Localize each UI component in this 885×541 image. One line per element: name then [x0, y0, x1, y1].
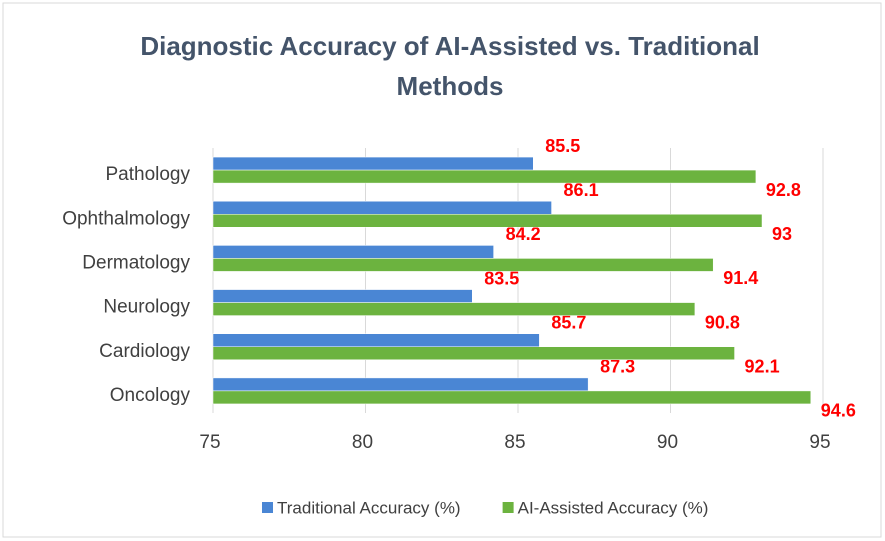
- bar: [212, 258, 714, 272]
- legend-label: Traditional Accuracy (%): [277, 498, 461, 517]
- x-tick-label: 90: [657, 432, 678, 453]
- value-label: 91.4: [723, 268, 758, 288]
- bar: [212, 201, 552, 215]
- value-label: 93: [772, 224, 792, 244]
- x-tick-label: 85: [504, 432, 525, 453]
- x-tick-label: 80: [352, 432, 373, 453]
- y-tick-label: Ophthalmology: [62, 208, 190, 229]
- bar: [212, 390, 812, 405]
- value-label: 94.6: [821, 401, 856, 421]
- y-tick-label: Dermatology: [82, 252, 190, 273]
- bar: [212, 214, 763, 228]
- y-tick-label: Cardiology: [99, 341, 190, 362]
- chart-title: Diagnostic Accuracy of AI-Assisted vs. T…: [140, 31, 759, 61]
- x-tick-label: 75: [199, 432, 220, 453]
- bar: [212, 289, 473, 303]
- value-label: 85.5: [545, 136, 580, 156]
- y-tick-label: Pathology: [105, 164, 190, 185]
- bar: [212, 169, 757, 184]
- bar: [212, 302, 696, 316]
- value-label: 84.2: [506, 224, 541, 244]
- bar: [212, 377, 589, 392]
- bar: [212, 156, 534, 171]
- value-label: 92.1: [745, 357, 780, 377]
- value-label: 86.1: [564, 180, 599, 200]
- value-label: 92.8: [766, 180, 801, 200]
- y-tick-label: Neurology: [103, 297, 190, 318]
- legend-label: AI-Assisted Accuracy (%): [518, 498, 709, 517]
- value-label: 87.3: [600, 357, 635, 377]
- x-tick-label: 95: [809, 432, 830, 453]
- bar: [212, 333, 540, 347]
- legend-swatch: [502, 502, 514, 513]
- bar: [212, 346, 735, 360]
- y-tick-label: Oncology: [110, 385, 191, 406]
- value-label: 90.8: [705, 312, 740, 332]
- value-label: 85.7: [551, 313, 586, 333]
- value-label: 83.5: [484, 268, 519, 288]
- bar: [212, 245, 494, 259]
- legend-swatch: [262, 502, 273, 513]
- chart-title: Methods: [397, 71, 504, 101]
